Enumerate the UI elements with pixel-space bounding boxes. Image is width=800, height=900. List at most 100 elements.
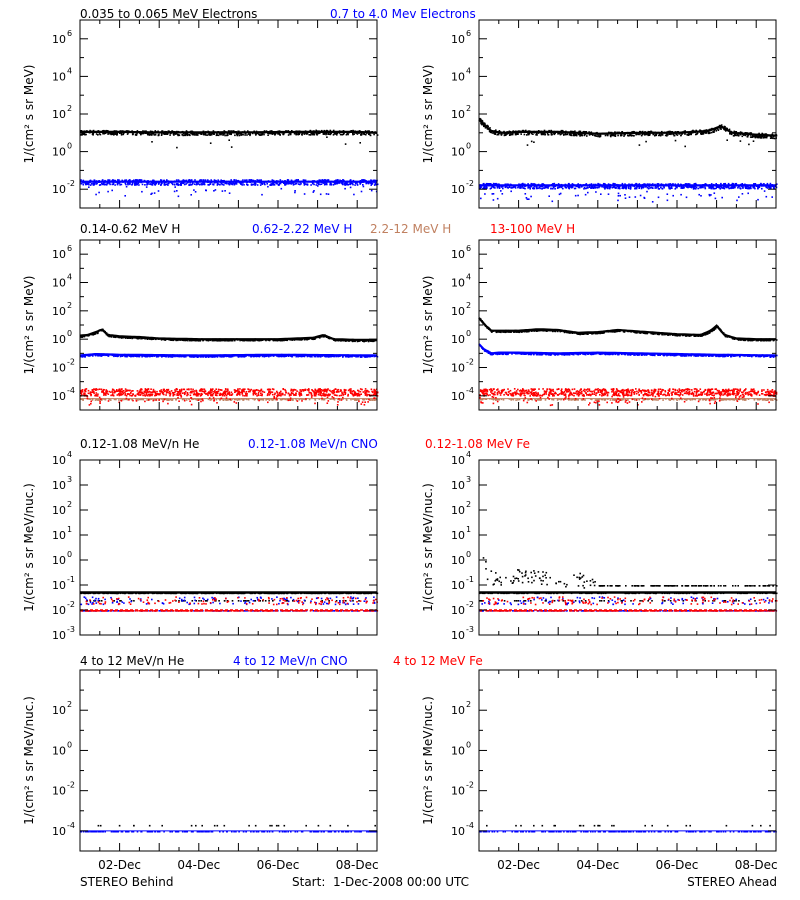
y-tick-exponent: -2 — [466, 358, 474, 367]
y-tick-exponent: 0 — [67, 142, 72, 151]
plot-frame — [79, 239, 378, 411]
y-tick-label: 10 — [52, 504, 66, 517]
footer-start-label: Start: 1-Dec-2008 00:00 UTC — [292, 875, 469, 889]
legend-entry: 0.035 to 0.065 MeV Electrons — [80, 7, 257, 21]
series-points — [479, 388, 778, 407]
y-tick-label: 10 — [52, 108, 66, 121]
y-tick-label: 10 — [451, 504, 465, 517]
y-tick-label: 10 — [451, 390, 465, 403]
y-tick-exponent: 0 — [67, 550, 72, 559]
y-tick-exponent: 2 — [466, 700, 471, 709]
series-points — [479, 830, 777, 833]
y-tick-label: 10 — [451, 604, 465, 617]
y-tick-exponent: 0 — [67, 740, 72, 749]
y-tick-exponent: 4 — [67, 450, 72, 459]
y-tick-label: 10 — [451, 744, 465, 757]
y-tick-label: 10 — [52, 333, 66, 346]
y-tick-label: 10 — [52, 454, 66, 467]
y-tick-label: 10 — [52, 825, 66, 838]
y-tick-exponent: 3 — [466, 475, 471, 484]
y-tick-exponent: 1 — [67, 525, 72, 534]
y-tick-label: 10 — [52, 704, 66, 717]
y-tick-label: 10 — [451, 248, 465, 261]
y-tick-exponent: 0 — [67, 329, 72, 338]
y-tick-label: 10 — [52, 579, 66, 592]
y-tick-label: 10 — [451, 305, 465, 318]
y-tick-exponent: -2 — [67, 600, 75, 609]
y-tick-exponent: 0 — [466, 142, 471, 151]
x-tick-label: 02-Dec — [497, 858, 540, 872]
y-tick-label: 10 — [451, 146, 465, 159]
series-line — [478, 118, 777, 137]
series-points — [80, 388, 379, 406]
y-tick-label: 10 — [52, 390, 66, 403]
y-tick-label: 10 — [451, 785, 465, 798]
y-tick-label: 10 — [52, 479, 66, 492]
plot-frame — [478, 239, 777, 411]
legend-entry: 0.12-1.08 MeV/n CNO — [248, 437, 378, 451]
y-tick-label: 10 — [451, 183, 465, 196]
plot-frame — [478, 459, 777, 636]
legend-entry: 0.14-0.62 MeV H — [80, 222, 180, 236]
y-tick-exponent: -2 — [67, 781, 75, 790]
y-tick-label: 10 — [451, 529, 465, 542]
y-tick-label: 10 — [451, 454, 465, 467]
y-tick-exponent: 0 — [466, 740, 471, 749]
y-tick-exponent: -2 — [466, 179, 474, 188]
series-line — [79, 328, 377, 341]
y-tick-exponent: 6 — [67, 29, 72, 38]
legend-area: 0.035 to 0.065 MeV Electrons 0.7 to 4.0 M… — [80, 7, 575, 668]
legend-entry: 0.62-2.22 MeV H — [252, 222, 352, 236]
plot-frame — [79, 459, 378, 636]
y-tick-label: 10 — [451, 33, 465, 46]
y-axis-label: 1/(cm² s sr MeV/nuc.) — [22, 483, 36, 612]
legend-entry: 4 to 12 MeV Fe — [393, 654, 483, 668]
series-line — [80, 130, 378, 134]
y-tick-exponent: -4 — [466, 821, 474, 830]
y-tick-exponent: -3 — [466, 625, 474, 634]
x-tick-label: 02-Dec — [98, 858, 141, 872]
y-tick-label: 10 — [451, 479, 465, 492]
series-points — [486, 824, 771, 827]
y-tick-label: 10 — [451, 277, 465, 290]
y-tick-exponent: 3 — [67, 475, 72, 484]
y-tick-label: 10 — [451, 825, 465, 838]
y-tick-exponent: 4 — [466, 450, 471, 459]
y-tick-exponent: 1 — [466, 525, 471, 534]
y-tick-label: 10 — [451, 554, 465, 567]
series-line — [478, 317, 776, 341]
y-tick-exponent: 2 — [67, 301, 72, 310]
y-tick-exponent: 2 — [466, 301, 471, 310]
y-tick-exponent: -3 — [67, 625, 75, 634]
y-tick-label: 10 — [451, 579, 465, 592]
footer-right-label: STEREO Ahead — [687, 875, 777, 889]
y-tick-exponent: -2 — [466, 600, 474, 609]
y-tick-exponent: -2 — [67, 179, 75, 188]
y-tick-exponent: 4 — [67, 273, 72, 282]
series-points — [80, 830, 378, 833]
series-points — [80, 596, 379, 612]
y-tick-exponent: 0 — [466, 550, 471, 559]
y-tick-label: 10 — [52, 33, 66, 46]
y-tick-exponent: 2 — [67, 700, 72, 709]
series-points — [479, 596, 778, 612]
x-tick-label: 06-Dec — [257, 858, 300, 872]
x-tick-label: 04-Dec — [576, 858, 619, 872]
y-tick-exponent: -2 — [466, 781, 474, 790]
series-line — [79, 353, 378, 357]
y-axis-label: 1/(cm² s sr MeV/nuc.) — [421, 696, 435, 825]
y-tick-exponent: -4 — [466, 386, 474, 395]
y-axis-label: 1/(cm² s sr MeV/nuc.) — [22, 696, 36, 825]
y-tick-label: 10 — [451, 362, 465, 375]
y-tick-exponent: -1 — [67, 575, 75, 584]
y-tick-label: 10 — [451, 70, 465, 83]
y-tick-label: 10 — [451, 333, 465, 346]
x-tick-label: 04-Dec — [177, 858, 220, 872]
y-axis-label: 1/(cm² s sr MeV) — [421, 276, 435, 375]
legend-entry: 2.2-12 MeV H — [370, 222, 451, 236]
